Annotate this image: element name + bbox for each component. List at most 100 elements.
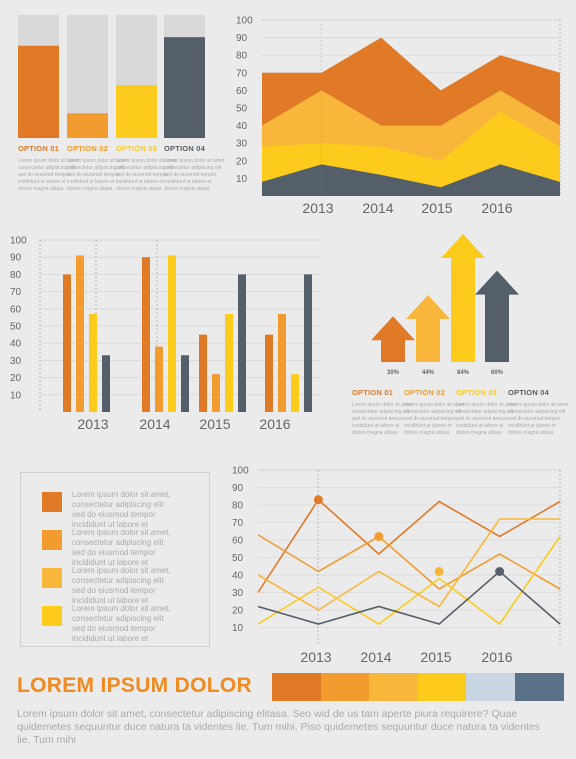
area-x-tick-label: 2014	[362, 200, 393, 216]
swatch-orange	[320, 673, 370, 701]
arrow-option-01-text: Lorem ipsum dolor sit amet consectetur a…	[352, 402, 413, 436]
arrow-percent-label: 44%	[422, 370, 435, 376]
arrow-option-02-label: OPTION 02	[404, 388, 445, 397]
line-y-tick-label: 50	[232, 553, 244, 564]
line-x-tick-label: 2013	[300, 649, 331, 665]
grouped-bar	[291, 374, 299, 412]
legend-text-3: Lorem ipsum dolor sit amet, consectetur …	[72, 566, 171, 605]
grouped-bar	[199, 334, 207, 412]
grouped-bar	[89, 313, 97, 412]
grouped-bar	[76, 255, 84, 412]
line-y-tick-label: 90	[232, 483, 244, 494]
option-01-text: Lorem ipsum dolor sit amet consectetur a…	[18, 158, 79, 192]
swatch-dark-orange	[272, 673, 321, 701]
bars-x-tick-label: 2014	[139, 416, 170, 432]
area-x-tick-label: 2013	[302, 200, 333, 216]
bars-y-tick-label: 40	[10, 339, 22, 350]
arrow-percent-label: 60%	[491, 370, 504, 376]
grouped-bar	[168, 255, 176, 412]
legend-swatch-light-orange	[42, 568, 62, 588]
bars-y-tick-label: 30	[10, 356, 22, 367]
line-marker	[434, 567, 444, 576]
line-series	[257, 534, 561, 590]
legend-swatch-yellow	[42, 606, 62, 626]
color-swatches	[272, 673, 564, 701]
arrow-option-03-label: OPTION 03	[456, 388, 497, 397]
arrow-mark	[441, 234, 485, 362]
bars-x-tick-label: 2016	[259, 416, 290, 432]
line-y-tick-label: 40	[232, 571, 244, 582]
line-x-tick-label: 2015	[420, 649, 451, 665]
area-y-tick-label: 70	[236, 68, 248, 79]
grouped-bar	[304, 274, 312, 412]
option-02-text: Lorem ipsum dolor sit amet consectetur a…	[67, 158, 128, 192]
grouped-bar	[278, 313, 286, 412]
grouped-bar	[142, 257, 150, 412]
arrow-percent-label: 84%	[457, 370, 470, 376]
area-y-tick-label: 60	[236, 86, 248, 97]
area-y-tick-label: 10	[236, 174, 248, 185]
line-x-tick-label: 2016	[481, 649, 512, 665]
legend-item-2: Lorem ipsum dolor sit amet, consectetur …	[42, 528, 222, 567]
bars-y-tick-label: 100	[10, 236, 27, 247]
progress-bar-fill	[164, 37, 205, 138]
option-03-label: OPTION 03	[116, 144, 157, 153]
line-y-tick-label: 100	[232, 466, 249, 477]
line-series	[257, 498, 561, 593]
area-y-tick-label: 40	[236, 121, 248, 132]
grouped-bar	[181, 355, 189, 412]
bars-y-tick-label: 10	[10, 390, 22, 401]
grouped-bar	[102, 355, 110, 412]
arrow-option-04-text: Lorem ipsum dolor sit amet consectetur a…	[508, 402, 569, 436]
arrow-option-02-text: Lorem ipsum dolor sit amet consectetur a…	[404, 402, 465, 436]
line-x-tick-label: 2014	[360, 649, 391, 665]
option-04-label: OPTION 04	[164, 144, 205, 153]
option-01-label: OPTION 01	[18, 144, 59, 153]
swatch-slate	[514, 673, 564, 701]
bars-y-tick-label: 20	[10, 373, 22, 384]
line-y-tick-label: 80	[232, 501, 244, 512]
line-y-tick-label: 70	[232, 518, 244, 529]
legend-box	[20, 472, 210, 647]
arrow-mark	[475, 270, 519, 362]
legend-text-2: Lorem ipsum dolor sit amet, consectetur …	[72, 528, 171, 567]
area-y-tick-label: 100	[236, 16, 253, 27]
line-marker	[313, 495, 323, 505]
area-y-tick-label: 20	[236, 156, 248, 167]
bars-y-tick-label: 70	[10, 287, 22, 298]
legend-item-1: Lorem ipsum dolor sit amet, consectetur …	[42, 490, 222, 529]
bars-y-tick-label: 60	[10, 304, 22, 315]
progress-bar-fill	[67, 113, 108, 138]
area-x-tick-label: 2016	[481, 200, 512, 216]
arrow-option-01-label: OPTION 01	[352, 388, 393, 397]
swatch-yellow	[417, 673, 467, 701]
area-y-tick-label: 80	[236, 51, 248, 62]
area-y-tick-label: 50	[236, 104, 248, 115]
line-y-tick-label: 10	[232, 623, 244, 634]
line-series	[257, 518, 560, 611]
footer-title: LOREM IPSUM DOLOR	[17, 674, 252, 697]
footer-body-text: Lorem ipsum dolor sit amet, consectetur …	[17, 708, 540, 746]
area-x-tick-label: 2015	[421, 200, 452, 216]
line-marker	[495, 567, 505, 576]
legend-item-3: Lorem ipsum dolor sit amet, consectetur …	[42, 566, 222, 605]
bars-y-tick-label: 50	[10, 322, 22, 333]
arrow-mark	[406, 294, 450, 362]
progress-bar-fill	[116, 85, 157, 138]
grouped-bar	[63, 274, 71, 412]
area-layer	[262, 164, 560, 196]
progress-bar-fill	[18, 45, 59, 138]
line-y-tick-label: 30	[232, 588, 244, 599]
line-marker	[374, 532, 384, 541]
line-y-tick-label: 60	[232, 536, 244, 547]
option-03-text: Lorem ipsum dolor sit amet consectetur a…	[116, 158, 177, 192]
area-y-tick-label: 90	[236, 33, 248, 44]
legend-text-1: Lorem ipsum dolor sit amet, consectetur …	[72, 490, 171, 529]
arrow-option-04-label: OPTION 04	[508, 388, 549, 397]
legend-text-4: Lorem ipsum dolor sit amet, consectetur …	[72, 604, 171, 643]
